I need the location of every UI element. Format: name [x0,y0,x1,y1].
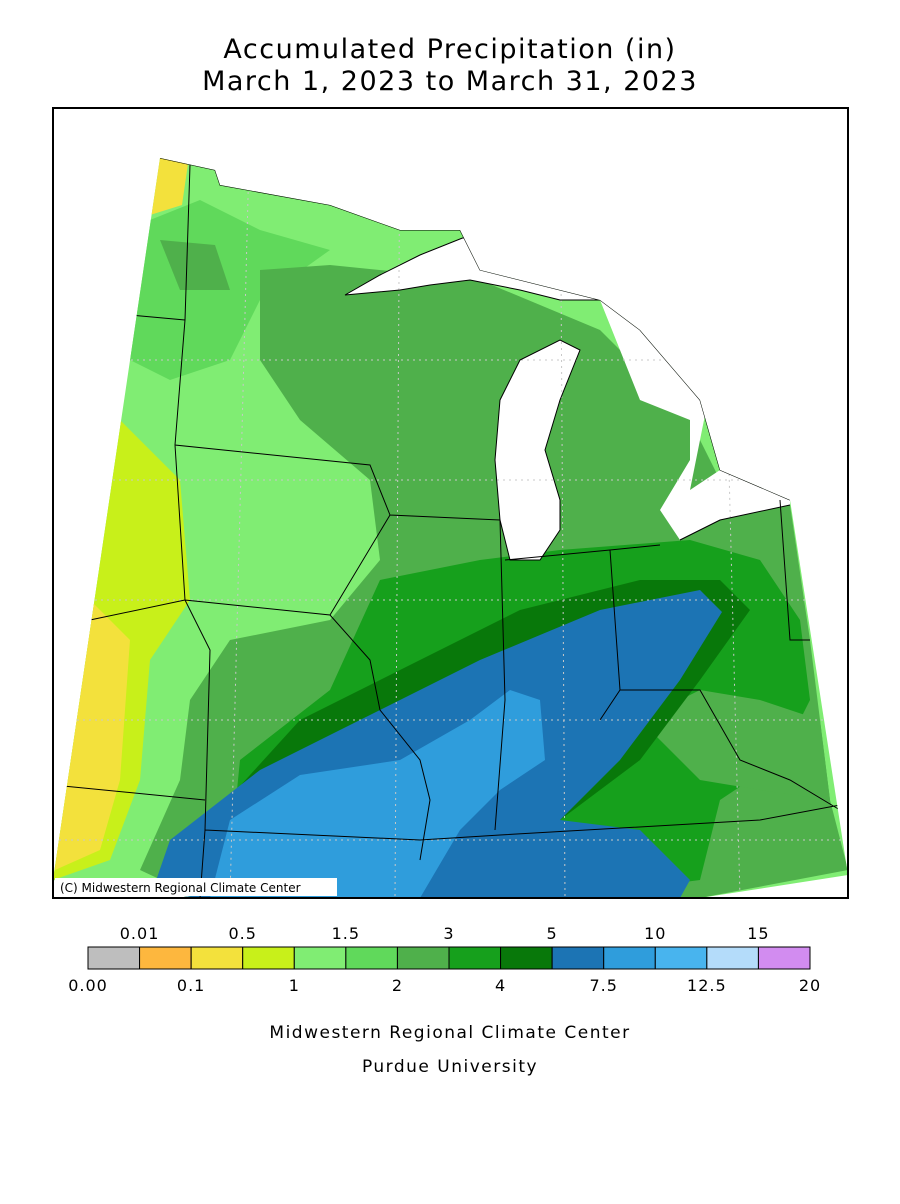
legend-swatch [345,946,398,970]
copyright-bg [55,878,337,896]
map-subtitle: March 1, 2023 to March 31, 2023 [202,66,698,97]
legend-label: 15 [747,924,769,943]
legend-swatch [139,946,192,970]
legend-swatch [87,946,141,970]
legend-swatch [396,946,450,970]
legend-label: 0.01 [120,924,160,943]
copyright: (C) Midwestern Regional Climate Center [60,881,301,895]
map: (C) Midwestern Regional Climate Center [52,107,849,899]
legend-label: 7.5 [589,976,617,995]
legend-label: 1.5 [332,924,360,943]
legend-swatch [242,946,295,970]
legend-label: 0.00 [68,976,108,995]
legend-label: 3 [443,924,454,943]
legend-swatch [190,946,244,970]
footer-organization: Midwestern Regional Climate Center [269,1023,630,1043]
legend-swatch [500,946,553,970]
legend-swatch [448,946,502,970]
legend-swatch [757,946,811,970]
legend-label: 20 [799,976,821,995]
legend-label: 4 [495,976,506,995]
legend-label: 12.5 [687,976,727,995]
legend-swatch [603,946,656,970]
map-frame [52,107,849,899]
legend-label: 1 [289,976,300,995]
legend-label: 0.1 [177,976,205,995]
color-legend: 0.00 0.01 0.1 0.5 1 1.5 2 3 4 5 7.5 10 12.5 15 20 [68,924,821,995]
legend-swatch [706,946,759,970]
legend-swatch [551,946,605,970]
map-title: Accumulated Precipitation (in) [223,34,676,65]
legend-swatch [293,946,347,970]
legend-label: 5 [547,924,558,943]
legend-label: 2 [392,976,403,995]
legend-swatch [654,946,708,970]
footer-institution: Purdue University [362,1057,538,1077]
legend-label: 0.5 [228,924,256,943]
legend-label: 10 [644,924,666,943]
